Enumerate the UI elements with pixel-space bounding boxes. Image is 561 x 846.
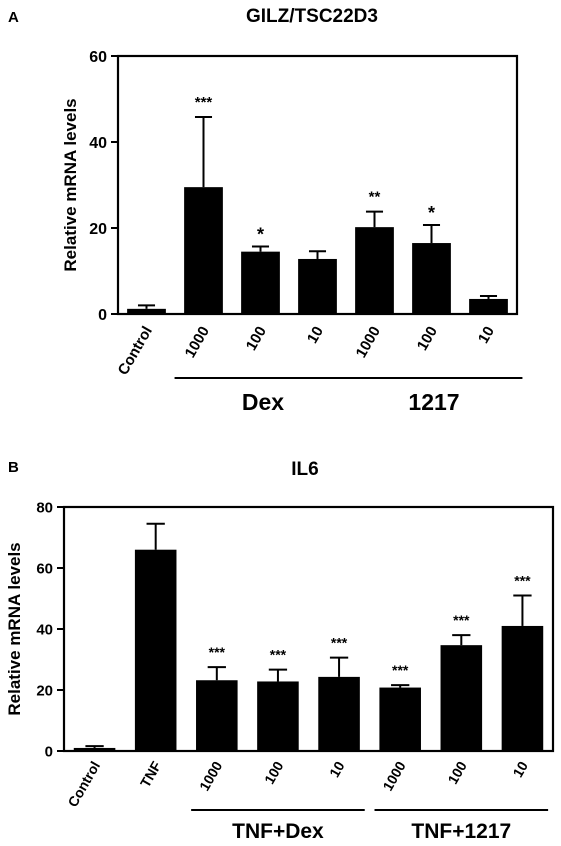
plot-frame (116, 54, 519, 316)
bar (501, 625, 544, 751)
x-tick-label: 100 (414, 324, 441, 354)
chart-panel-b: B IL6 Relative mRNA levels 0 20 40 60 80 Control… (5, 459, 555, 843)
y-tick-label: 0 (98, 307, 107, 324)
x-tick-label: 10 (509, 758, 531, 780)
significance-marker: * (428, 203, 435, 223)
bar (196, 680, 238, 751)
x-tick-label: 100 (444, 758, 470, 786)
bar (355, 227, 394, 314)
bar (184, 187, 223, 314)
y-axis-label: Relative mRNA levels (5, 542, 24, 715)
significance-marker: *** (453, 612, 470, 628)
x-tick-label: Control (115, 324, 156, 379)
significance-marker: *** (209, 644, 226, 660)
y-tick-label: 40 (36, 621, 53, 638)
panel-label: B (8, 459, 19, 476)
y-tick-label: 40 (89, 135, 107, 152)
x-tick-label: TNF (137, 758, 165, 790)
bar (257, 681, 299, 751)
bar (412, 243, 451, 314)
bar (241, 251, 280, 314)
x-tick-label: 1000 (196, 758, 226, 793)
bar (379, 687, 421, 751)
x-tick-label: 10 (304, 324, 327, 347)
significance-marker: *** (331, 635, 348, 651)
significance-marker: *** (195, 94, 213, 111)
x-tick-label: 1000 (182, 324, 213, 361)
x-tick-label: 10 (475, 324, 498, 347)
y-tick-label: 80 (36, 499, 53, 516)
y-tick-label: 60 (89, 49, 107, 66)
bar (318, 676, 360, 751)
bar (298, 258, 337, 314)
y-tick-label: 20 (36, 682, 53, 699)
y-tick-label: 20 (89, 221, 107, 238)
x-tick-label: 1000 (353, 324, 384, 361)
chart-panel-a: A GILZ/TSC22D3 Relative mRNA levels 0 20 40 60… (8, 6, 523, 415)
bar (469, 298, 508, 314)
x-tick-label: Control (64, 759, 103, 810)
significance-marker: *** (514, 572, 531, 588)
significance-marker: * (257, 224, 264, 244)
group-label: TNF+Dex (232, 820, 324, 841)
y-tick-label: 0 (45, 743, 53, 760)
x-tick-label: 10 (326, 758, 348, 780)
bar (127, 308, 166, 314)
x-tick-label: 1000 (379, 758, 409, 793)
chart-title: IL6 (291, 459, 318, 480)
group-label: 1217 (408, 389, 459, 415)
group-label: Dex (242, 389, 284, 415)
y-tick-label: 60 (36, 560, 53, 577)
bar (134, 549, 177, 751)
x-tick-label: 100 (261, 758, 287, 786)
bar (440, 645, 483, 751)
significance-marker: *** (270, 647, 287, 663)
y-axis-label: Relative mRNA levels (61, 98, 80, 271)
group-label: TNF+1217 (411, 820, 511, 841)
significance-marker: *** (392, 662, 409, 678)
x-tick-label: 100 (243, 324, 270, 354)
plot-frame (62, 505, 555, 753)
significance-marker: ** (369, 189, 381, 206)
bar (73, 747, 116, 751)
chart-title: GILZ/TSC22D3 (246, 6, 378, 27)
panel-label: A (8, 9, 19, 26)
